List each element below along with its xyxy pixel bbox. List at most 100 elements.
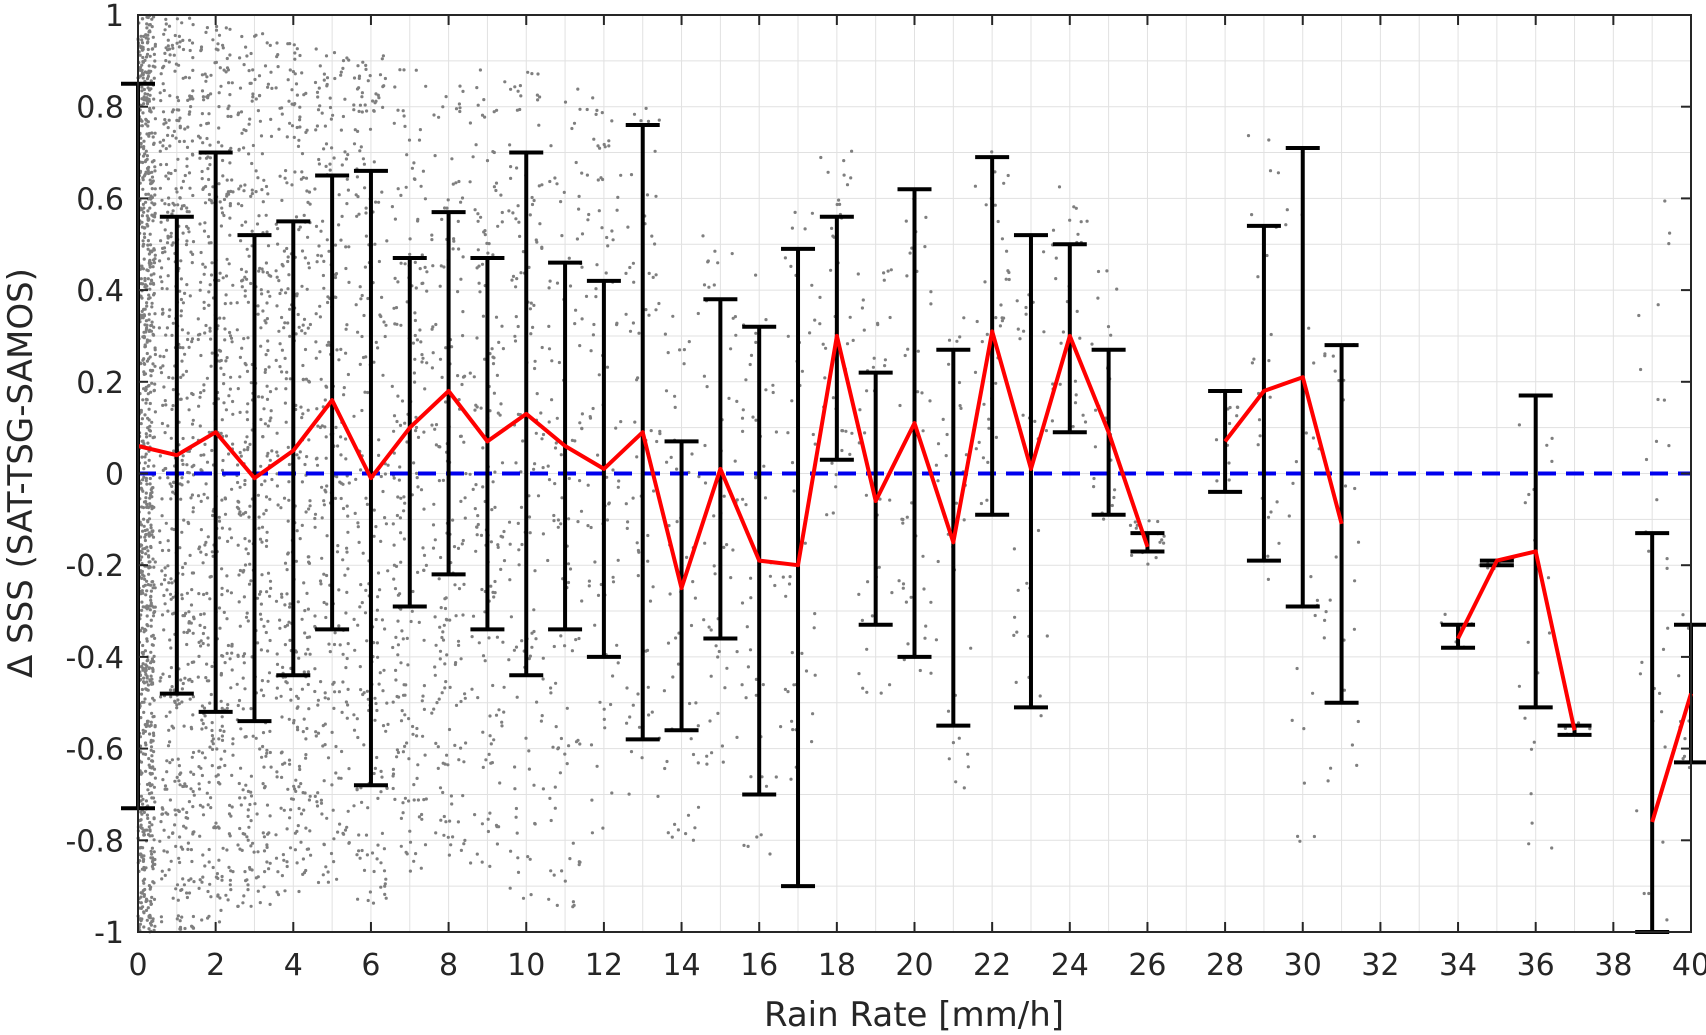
- scatter-point: [149, 674, 153, 678]
- scatter-point: [149, 197, 153, 201]
- scatter-point: [554, 441, 558, 445]
- scatter-point: [592, 137, 596, 141]
- scatter-point: [1085, 219, 1089, 223]
- scatter-point: [189, 105, 193, 109]
- scatter-point: [347, 245, 351, 249]
- scatter-point: [140, 664, 144, 669]
- scatter-point: [142, 829, 146, 833]
- scatter-point: [355, 214, 359, 218]
- scatter-point: [865, 647, 869, 651]
- scatter-point: [456, 290, 460, 294]
- scatter-point: [541, 677, 545, 681]
- scatter-point: [191, 418, 195, 422]
- scatter-point: [495, 842, 499, 846]
- scatter-point: [197, 765, 201, 769]
- scatter-point: [520, 542, 524, 547]
- scatter-point: [141, 76, 145, 80]
- scatter-point: [468, 371, 472, 375]
- scatter-point: [340, 214, 344, 218]
- scatter-point: [176, 898, 180, 902]
- scatter-point: [237, 781, 241, 786]
- scatter-point: [161, 672, 165, 676]
- scatter-point: [207, 780, 211, 784]
- scatter-point: [413, 380, 417, 384]
- scatter-point: [159, 695, 163, 699]
- scatter-point: [278, 626, 282, 630]
- scatter-point: [318, 579, 323, 583]
- scatter-point: [376, 595, 380, 599]
- scatter-point: [492, 738, 496, 742]
- scatter-point: [140, 296, 144, 300]
- scatter-point: [256, 312, 260, 316]
- scatter-point: [755, 835, 759, 839]
- scatter-point: [148, 287, 152, 291]
- scatter-point: [399, 496, 403, 500]
- scatter-point: [831, 511, 835, 515]
- scatter-point: [153, 410, 157, 414]
- scatter-point: [302, 808, 306, 812]
- scatter-point: [146, 658, 150, 662]
- scatter-point: [516, 521, 520, 526]
- scatter-point: [287, 717, 291, 721]
- scatter-point: [393, 276, 397, 280]
- scatter-point: [144, 897, 149, 901]
- scatter-point: [514, 217, 518, 221]
- scatter-point: [276, 893, 281, 897]
- scatter-point: [200, 704, 204, 708]
- scatter-point: [200, 773, 204, 778]
- scatter-point: [500, 724, 504, 728]
- scatter-point: [549, 818, 553, 823]
- scatter-point: [321, 219, 325, 223]
- scatter-point: [379, 769, 383, 774]
- scatter-point: [570, 438, 575, 442]
- scatter-point: [403, 796, 407, 800]
- scatter-point: [188, 97, 192, 101]
- scatter-point: [151, 759, 155, 763]
- scatter-point: [475, 852, 479, 856]
- scatter-point: [246, 883, 250, 887]
- scatter-point: [209, 692, 213, 697]
- scatter-point: [362, 162, 366, 166]
- scatter-point: [433, 665, 437, 669]
- scatter-point: [530, 645, 534, 649]
- scatter-point: [578, 479, 582, 483]
- scatter-point: [463, 692, 467, 696]
- scatter-point: [353, 128, 357, 132]
- scatter-point: [222, 610, 226, 615]
- scatter-point: [145, 813, 149, 817]
- scatter-point: [180, 328, 184, 332]
- scatter-point: [186, 226, 190, 230]
- scatter-point: [360, 293, 364, 298]
- scatter-point: [546, 464, 550, 468]
- scatter-point: [810, 283, 814, 287]
- scatter-point: [848, 315, 852, 319]
- scatter-point: [325, 238, 329, 242]
- scatter-point: [1658, 691, 1662, 696]
- scatter-point: [185, 283, 189, 287]
- scatter-point: [619, 420, 623, 424]
- scatter-point: [266, 649, 270, 653]
- scatter-point: [957, 380, 962, 385]
- scatter-point: [324, 164, 328, 168]
- scatter-point: [323, 722, 327, 726]
- scatter-point: [304, 753, 308, 757]
- scatter-point: [403, 713, 407, 717]
- scatter-point: [227, 81, 231, 85]
- scatter-point: [358, 665, 362, 669]
- scatter-point: [438, 357, 443, 361]
- scatter-point: [468, 180, 472, 184]
- scatter-point: [1290, 718, 1294, 723]
- scatter-point: [580, 171, 584, 175]
- scatter-point: [191, 23, 195, 27]
- scatter-point: [813, 673, 817, 677]
- scatter-point: [325, 385, 329, 389]
- scatter-point: [473, 813, 477, 817]
- scatter-point: [1640, 660, 1644, 665]
- scatter-point: [343, 97, 347, 101]
- scatter-point: [174, 187, 178, 191]
- scatter-point: [1074, 393, 1078, 397]
- scatter-point: [147, 131, 151, 136]
- scatter-point: [142, 232, 146, 236]
- scatter-point: [208, 163, 212, 167]
- scatter-point: [260, 395, 264, 399]
